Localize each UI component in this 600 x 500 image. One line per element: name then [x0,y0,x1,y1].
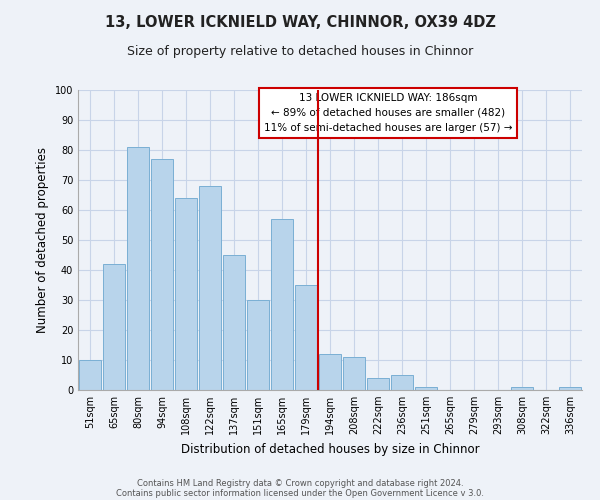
Bar [367,378,389,390]
Bar [79,360,101,390]
Bar [127,147,149,390]
Bar [559,387,581,390]
Bar [271,219,293,390]
Bar [103,264,125,390]
Bar [223,255,245,390]
Text: Contains public sector information licensed under the Open Government Licence v : Contains public sector information licen… [116,488,484,498]
X-axis label: Distribution of detached houses by size in Chinnor: Distribution of detached houses by size … [181,442,479,456]
Text: Contains HM Land Registry data © Crown copyright and database right 2024.: Contains HM Land Registry data © Crown c… [137,478,463,488]
Bar [415,387,437,390]
Bar [199,186,221,390]
Bar [511,387,533,390]
Bar [391,375,413,390]
Text: 13 LOWER ICKNIELD WAY: 186sqm
← 89% of detached houses are smaller (482)
11% of : 13 LOWER ICKNIELD WAY: 186sqm ← 89% of d… [264,93,512,132]
Text: 13, LOWER ICKNIELD WAY, CHINNOR, OX39 4DZ: 13, LOWER ICKNIELD WAY, CHINNOR, OX39 4D… [104,15,496,30]
Bar [175,198,197,390]
Y-axis label: Number of detached properties: Number of detached properties [36,147,49,333]
Bar [247,300,269,390]
Bar [319,354,341,390]
Bar [343,357,365,390]
Text: Size of property relative to detached houses in Chinnor: Size of property relative to detached ho… [127,45,473,58]
Bar [295,285,317,390]
Bar [151,159,173,390]
